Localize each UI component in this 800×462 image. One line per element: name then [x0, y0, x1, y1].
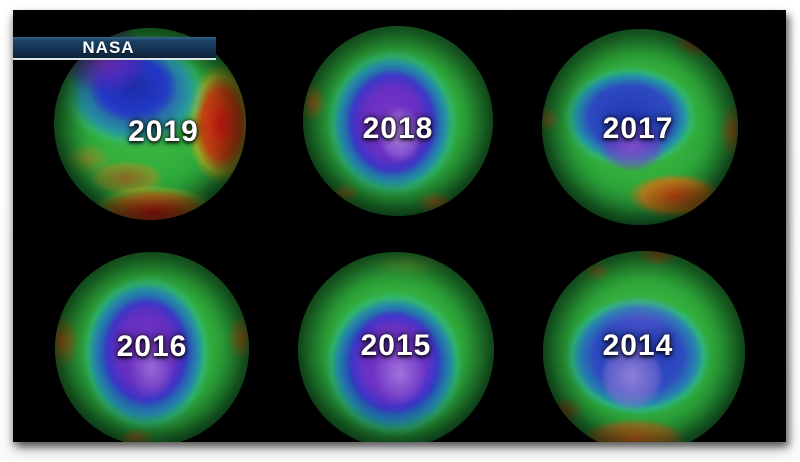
ozone-globe-2019: 2019: [54, 28, 246, 220]
year-label-2018: 2018: [362, 111, 434, 145]
ozone-globe-2017: 2017: [542, 29, 738, 225]
year-label-2014: 2014: [602, 328, 674, 362]
ozone-globe-2015: 2015: [298, 252, 494, 442]
ozone-globe-2016: 2016: [55, 252, 249, 442]
nasa-source-label: NASA: [82, 38, 135, 57]
year-label-2019: 2019: [128, 114, 199, 148]
year-label-2017: 2017: [602, 111, 674, 145]
year-label-2016: 2016: [116, 330, 188, 364]
nasa-source-banner: NASA: [13, 37, 216, 60]
ozone-globe-2018: 2018: [303, 26, 493, 216]
satellite-image-frame: 2019 2018 2017 2016 2015 2014 NASA: [13, 10, 786, 442]
ozone-globe-2014: 2014: [543, 251, 745, 442]
year-label-2015: 2015: [360, 329, 432, 363]
